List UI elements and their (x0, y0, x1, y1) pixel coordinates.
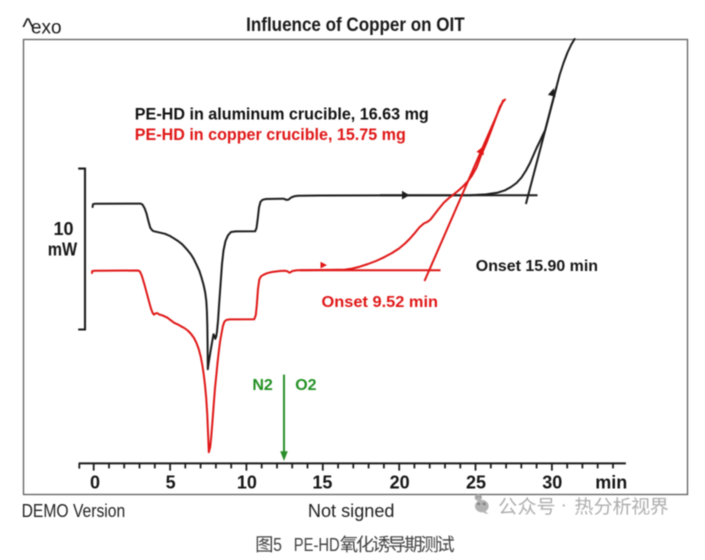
svg-text:·: · (561, 495, 567, 516)
svg-text:20: 20 (390, 472, 410, 492)
svg-text:O2: O2 (295, 377, 316, 394)
svg-text:10: 10 (53, 219, 73, 239)
svg-text:10: 10 (237, 472, 257, 492)
svg-text:mW: mW (48, 239, 78, 259)
svg-text:Not signed: Not signed (308, 501, 395, 521)
svg-text:5: 5 (166, 472, 176, 492)
svg-text:PE-HD in aluminum crucible, 16: PE-HD in aluminum crucible, 16.63 mg (135, 104, 429, 123)
svg-text:Onset 9.52 min: Onset 9.52 min (322, 294, 439, 311)
svg-text:5: 5 (273, 535, 282, 555)
svg-text:PE-HD: PE-HD (294, 534, 340, 555)
svg-text:^: ^ (22, 14, 34, 41)
svg-text:Influence of Copper on OIT: Influence of Copper on OIT (246, 15, 465, 36)
svg-text:PE-HD in copper crucible, 15.7: PE-HD in copper crucible, 15.75 mg (135, 125, 406, 144)
svg-text:min: min (595, 472, 627, 492)
svg-text:0: 0 (90, 472, 100, 492)
svg-text:25: 25 (466, 472, 486, 492)
svg-text:Onset 15.90 min: Onset 15.90 min (476, 258, 598, 275)
svg-text:30: 30 (542, 472, 562, 492)
svg-text:N2: N2 (252, 377, 273, 394)
svg-text:15: 15 (312, 472, 332, 492)
svg-text:DEMO Version: DEMO Version (22, 501, 126, 521)
svg-text:exo: exo (31, 18, 62, 39)
